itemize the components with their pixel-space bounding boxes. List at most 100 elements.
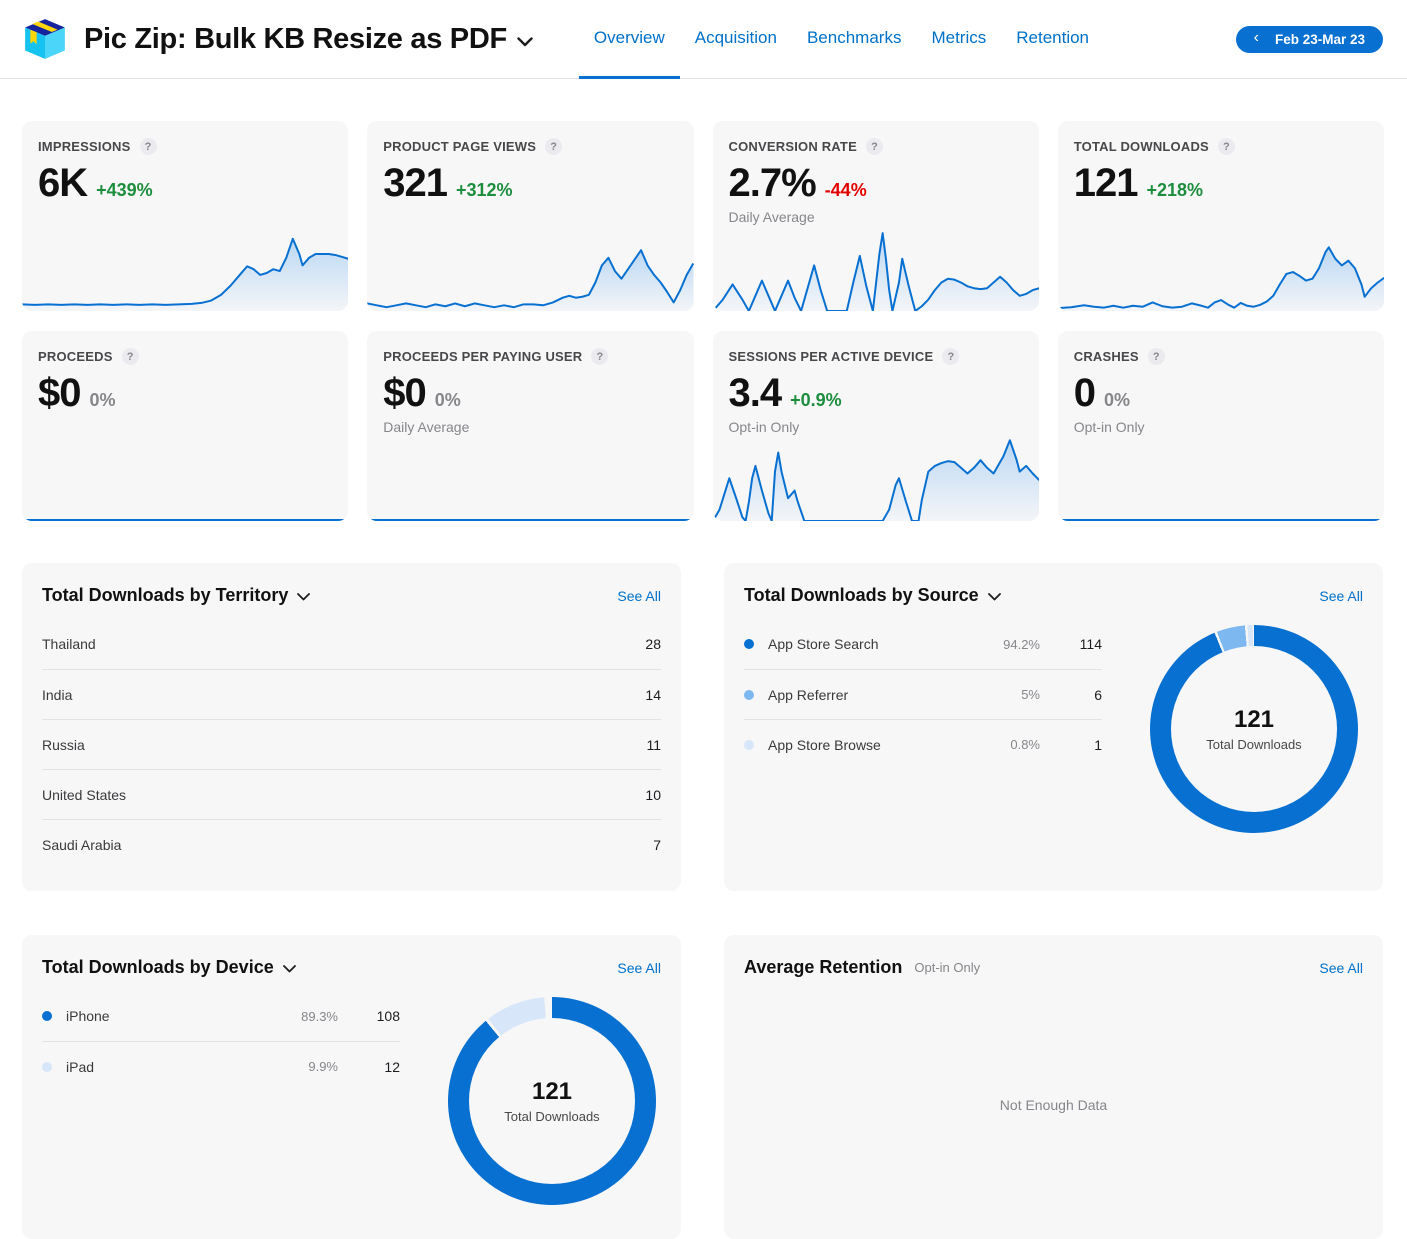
tab-overview[interactable]: Overview: [578, 0, 680, 79]
table-row: Saudi Arabia 7: [42, 819, 661, 869]
tab-benchmarks[interactable]: Benchmarks: [806, 28, 902, 47]
source-dimension-dropdown[interactable]: Total Downloads by Source: [744, 585, 1001, 606]
table-row: India 14: [42, 669, 661, 719]
metric-label: CRASHES: [1073, 349, 1139, 364]
metric-label: PROCEEDS PER PAYING USER: [383, 349, 583, 364]
chevron-down-icon[interactable]: [517, 37, 533, 47]
help-icon[interactable]: ?: [1147, 348, 1165, 365]
help-icon[interactable]: ?: [865, 138, 883, 155]
device-donut-chart: 121 Total Downloads: [448, 997, 656, 1205]
help-icon[interactable]: ?: [139, 138, 157, 155]
sparkline-chart: [1057, 426, 1384, 521]
panel-downloads-by-device: Total Downloads by Device See All iPhone…: [22, 935, 681, 1239]
source-percent: 5%: [1021, 687, 1040, 702]
panels-grid: Total Downloads by Territory See All Tha…: [0, 521, 1407, 1239]
legend-dot: [744, 739, 754, 750]
legend-dot: [42, 1061, 52, 1072]
see-all-link[interactable]: See All: [1319, 587, 1363, 604]
metric-value: $0: [383, 371, 426, 415]
source-count: 114: [1079, 636, 1102, 652]
metric-delta: 0%: [89, 390, 116, 410]
table-row: Thailand 28: [42, 619, 661, 669]
territory-name: Saudi Arabia: [42, 836, 122, 853]
donut-center-value: 121: [531, 1078, 573, 1105]
donut-center: 121 Total Downloads: [469, 1018, 635, 1184]
territory-value: 11: [646, 736, 661, 753]
device-dimension-dropdown[interactable]: Total Downloads by Device: [42, 957, 296, 978]
device-name: iPad: [66, 1058, 95, 1075]
source-name: App Store Browse: [768, 736, 881, 753]
source-legend: App Store Search 94.2% 114 App Referrer …: [744, 619, 1102, 769]
panel-downloads-by-source: Total Downloads by Source See All App St…: [724, 563, 1383, 891]
metric-delta: +218%: [1146, 180, 1204, 200]
see-all-link[interactable]: See All: [617, 587, 661, 604]
territory-value: 28: [645, 636, 661, 652]
metric-delta: 0%: [434, 390, 461, 410]
help-icon[interactable]: ?: [942, 348, 960, 365]
source-donut-chart: 121 Total Downloads: [1150, 625, 1358, 833]
territory-value: 14: [645, 686, 661, 703]
see-all-link[interactable]: See All: [1319, 959, 1363, 976]
metric-value: 321: [383, 161, 448, 205]
metric-label: SESSIONS PER ACTIVE DEVICE: [728, 349, 934, 364]
panel-title: Total Downloads by Device: [42, 957, 274, 977]
territory-value: 7: [653, 836, 661, 853]
donut-center-value: 121: [1233, 706, 1275, 733]
metric-label: IMPRESSIONS: [38, 139, 131, 154]
date-range-picker[interactable]: ‹ Feb 23-Mar 23: [1235, 25, 1383, 53]
metric-card-crashes[interactable]: CRASHES ? 0 0% Opt-in Only: [1057, 331, 1384, 521]
tab-acquisition[interactable]: Acquisition: [694, 28, 777, 47]
device-legend: iPhone 89.3% 108 iPad 9.9% 12: [42, 991, 400, 1091]
help-icon[interactable]: ?: [121, 348, 139, 365]
metric-card-product-page-views[interactable]: PRODUCT PAGE VIEWS ? 321 +312%: [367, 121, 694, 311]
source-name: App Store Search: [768, 636, 879, 652]
tab-metrics[interactable]: Metrics: [931, 28, 987, 47]
metric-value: 6K: [38, 161, 88, 205]
help-icon[interactable]: ?: [545, 138, 563, 155]
metric-card-total-downloads[interactable]: TOTAL DOWNLOADS ? 121 +218%: [1057, 121, 1384, 311]
metric-label: PROCEEDS: [38, 349, 113, 364]
metric-label: CONVERSION RATE: [728, 139, 857, 154]
see-all-link[interactable]: See All: [617, 959, 661, 976]
panel-average-retention: Average Retention Opt-in Only See All No…: [724, 935, 1383, 1239]
list-item: App Store Search 94.2% 114: [744, 619, 1102, 669]
sparkline-chart: [367, 216, 694, 311]
panel-downloads-by-territory: Total Downloads by Territory See All Tha…: [22, 563, 681, 891]
source-count: 6: [1094, 686, 1102, 703]
metric-card-proceeds[interactable]: PROCEEDS ? $0 0%: [22, 331, 349, 521]
table-row: Russia 11: [42, 719, 661, 769]
list-item: iPhone 89.3% 108: [42, 991, 400, 1041]
donut-center-label: Total Downloads: [1206, 737, 1302, 752]
chevron-left-icon[interactable]: ‹: [1253, 29, 1259, 46]
metric-card-conversion-rate[interactable]: CONVERSION RATE ? 2.7% -44% Daily Averag…: [712, 121, 1039, 311]
tab-retention[interactable]: Retention: [1016, 28, 1090, 47]
metric-value: 0: [1073, 371, 1096, 415]
source-count: 1: [1094, 736, 1102, 753]
legend-dot: [42, 1011, 52, 1021]
panel-title: Total Downloads by Source: [744, 585, 979, 605]
metric-value: 121: [1073, 161, 1139, 205]
metric-delta: 0%: [1104, 390, 1131, 410]
source-percent: 0.8%: [1010, 737, 1040, 752]
chevron-down-icon: [282, 965, 296, 973]
territory-dimension-dropdown[interactable]: Total Downloads by Territory: [42, 585, 311, 606]
metric-card-sessions-per-active-device[interactable]: SESSIONS PER ACTIVE DEVICE ? 3.4 +0.9% O…: [712, 331, 1039, 521]
chevron-down-icon: [987, 593, 1001, 601]
source-percent: 94.2%: [1003, 636, 1040, 652]
metric-card-impressions[interactable]: IMPRESSIONS ? 6K +439%: [22, 121, 349, 311]
sparkline-chart: [712, 426, 1039, 521]
device-percent: 89.3%: [301, 1008, 338, 1024]
territory-name: Thailand: [42, 636, 96, 652]
metric-card-proceeds-per-paying-user[interactable]: PROCEEDS PER PAYING USER ? $0 0% Daily A…: [367, 331, 694, 521]
help-icon[interactable]: ?: [1217, 138, 1235, 155]
device-name: iPhone: [66, 1008, 110, 1024]
donut-center-label: Total Downloads: [504, 1109, 600, 1124]
panel-title: Total Downloads by Territory: [42, 585, 289, 605]
sparkline-chart: [22, 216, 349, 311]
help-icon[interactable]: ?: [591, 348, 609, 365]
panel-subtitle: Opt-in Only: [914, 960, 981, 975]
device-percent: 9.9%: [308, 1059, 338, 1074]
sparkline-chart: [1057, 216, 1384, 311]
metric-delta: +439%: [96, 180, 153, 200]
empty-state-message: Not Enough Data: [999, 1097, 1108, 1113]
